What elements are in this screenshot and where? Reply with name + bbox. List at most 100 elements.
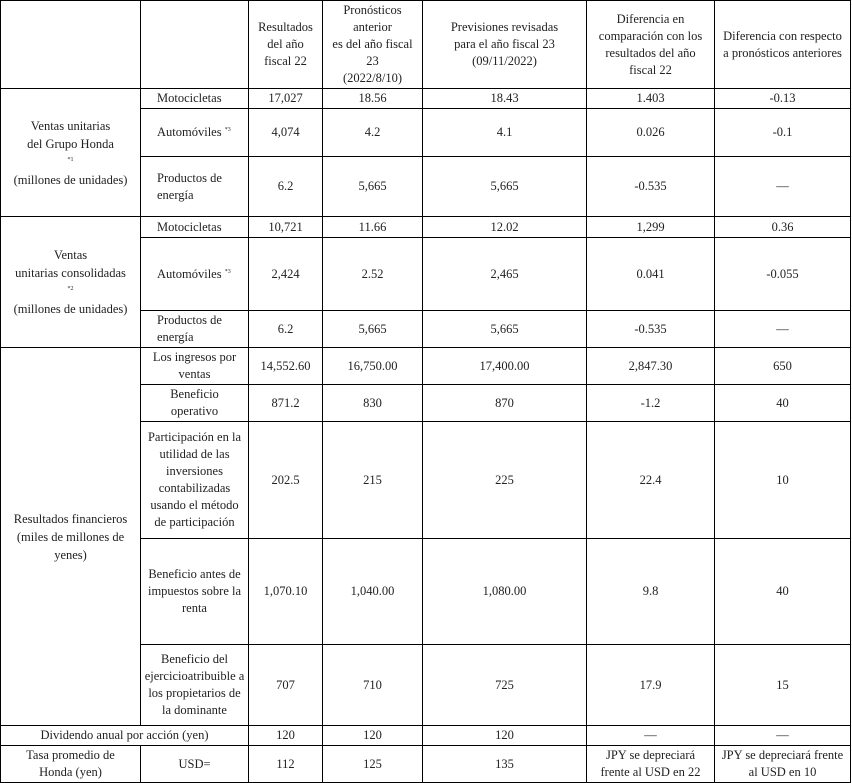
cell-value: 5,665 bbox=[322, 156, 423, 217]
cell-value: 2,465 bbox=[422, 237, 587, 311]
header-fy22-results: Resultados del año fiscal 22 bbox=[248, 0, 323, 89]
table-row: Participación en la utilidad de las invers… bbox=[1, 421, 851, 539]
cell-value: 710 bbox=[322, 644, 423, 726]
header-diff-vs-previous: Diferencia con respecto a pronósticos ant… bbox=[714, 0, 851, 89]
cell-value: 120 bbox=[322, 725, 423, 746]
cell-value: 17,400.00 bbox=[422, 347, 587, 385]
cell-value: 11.66 bbox=[322, 216, 423, 238]
fx-rate-label: Tasa promedio de Honda (yen) bbox=[0, 745, 141, 783]
cell-value: 10,721 bbox=[248, 216, 323, 238]
cell-value: 9.8 bbox=[586, 538, 715, 645]
row-label: Los ingresos por ventas bbox=[140, 347, 249, 385]
cell-value: 112 bbox=[248, 745, 323, 783]
cell-value: 125 bbox=[322, 745, 423, 783]
table-row: Productos de energía 6.2 5,665 5,665 -0.5… bbox=[1, 156, 851, 217]
row-label: Productos de energía bbox=[140, 156, 249, 217]
row-label: Productos de energía bbox=[140, 310, 249, 348]
fx-diff-vs-previous: JPY se depreciará frente al USD en 10 bbox=[714, 745, 851, 783]
cell-value: 6.2 bbox=[248, 156, 323, 217]
table-row: Ventas unitarias consolidadas *2 (millon… bbox=[0, 216, 851, 348]
footnote-marker: *3 bbox=[224, 126, 231, 133]
cell-value: 10 bbox=[714, 421, 851, 539]
cell-value: 650 bbox=[714, 347, 851, 385]
cell-value: -0.535 bbox=[586, 156, 715, 217]
footnote-marker: *3 bbox=[224, 268, 231, 275]
table-row: Beneficio antes de impuestos sobre la rent… bbox=[1, 538, 851, 645]
cell-value: 18.43 bbox=[422, 88, 587, 109]
table-row: Ventas unitarias del Grupo Honda *1 (mil… bbox=[0, 88, 851, 217]
row-label: Beneficio operativo bbox=[140, 384, 249, 422]
header-diff-vs-results: Diferencia en comparación con los resultad… bbox=[586, 0, 715, 89]
cell-value: — bbox=[714, 156, 851, 217]
footnote-marker: *1 bbox=[67, 156, 74, 163]
cell-value: 120 bbox=[248, 725, 323, 746]
cell-value: 135 bbox=[422, 745, 587, 783]
cell-value: — bbox=[714, 310, 851, 348]
cell-value: — bbox=[714, 725, 851, 746]
cell-value: -0.055 bbox=[714, 237, 851, 311]
cell-value: -0.13 bbox=[714, 88, 851, 109]
cell-value: 2.52 bbox=[322, 237, 423, 311]
table-row: Automóviles *3 2,424 2.52 2,465 0.041 -0… bbox=[1, 237, 851, 311]
table-row: Beneficio operativo 871.2 830 870 -1.2 40 bbox=[1, 384, 851, 422]
table-row: Tasa promedio de Honda (yen) USD= 112 125… bbox=[0, 745, 851, 783]
cell-value: -0.535 bbox=[586, 310, 715, 348]
cell-value: 18.56 bbox=[322, 88, 423, 109]
row-label: Automóviles *3 bbox=[140, 108, 249, 157]
consolidated-sales-label: Ventas unitarias consolidadas *2 (millon… bbox=[0, 216, 141, 348]
cell-value: 2,424 bbox=[248, 237, 323, 311]
cell-value: 4,074 bbox=[248, 108, 323, 157]
cell-value: 5,665 bbox=[422, 310, 587, 348]
cell-value: 1,040.00 bbox=[322, 538, 423, 645]
row-label: Automóviles *3 bbox=[140, 237, 249, 311]
fx-diff-vs-results: JPY se depreciará frente al USD en 22 bbox=[586, 745, 715, 783]
fx-currency: USD= bbox=[140, 745, 249, 783]
cell-value: 1,080.00 bbox=[422, 538, 587, 645]
cell-value: 17,027 bbox=[248, 88, 323, 109]
cell-value: 871.2 bbox=[248, 384, 323, 422]
cell-value: 725 bbox=[422, 644, 587, 726]
cell-value: 6.2 bbox=[248, 310, 323, 348]
table-row: Productos de energía 6.2 5,665 5,665 -0.5… bbox=[1, 310, 851, 348]
header-row: Resultados del año fiscal 22 Pronósticos a… bbox=[0, 0, 851, 89]
cell-value: 40 bbox=[714, 538, 851, 645]
cell-value: 5,665 bbox=[322, 310, 423, 348]
cell-value: 225 bbox=[422, 421, 587, 539]
row-label: Motocicletas bbox=[140, 88, 249, 109]
cell-value: -0.1 bbox=[714, 108, 851, 157]
cell-value: 4.1 bbox=[422, 108, 587, 157]
cell-value: 4.2 bbox=[322, 108, 423, 157]
header-revised-forecast: Previsiones revisadas para el año fiscal … bbox=[422, 0, 587, 89]
cell-value: 215 bbox=[322, 421, 423, 539]
cell-value: 870 bbox=[422, 384, 587, 422]
cell-value: 17.9 bbox=[586, 644, 715, 726]
row-label: Beneficio antes de impuestos sobre la rent… bbox=[140, 538, 249, 645]
header-empty-1 bbox=[0, 0, 141, 89]
cell-value: — bbox=[586, 725, 715, 746]
cell-value: 707 bbox=[248, 644, 323, 726]
cell-value: 2,847.30 bbox=[586, 347, 715, 385]
table-row: Automóviles *3 4,074 4.2 4.1 0.026 -0.1 bbox=[1, 108, 851, 157]
cell-value: 202.5 bbox=[248, 421, 323, 539]
dividend-label: Dividendo anual por acción (yen) bbox=[0, 725, 249, 746]
cell-value: 15 bbox=[714, 644, 851, 726]
cell-value: 22.4 bbox=[586, 421, 715, 539]
table-row: Resultados financieros (miles de millones… bbox=[0, 347, 851, 726]
cell-value: 40 bbox=[714, 384, 851, 422]
table-row: Beneficio del ejercicioatribuible a los pr… bbox=[1, 644, 851, 726]
cell-value: 12.02 bbox=[422, 216, 587, 238]
cell-value: 830 bbox=[322, 384, 423, 422]
cell-value: 0.041 bbox=[586, 237, 715, 311]
cell-value: 5,665 bbox=[422, 156, 587, 217]
cell-value: 0.026 bbox=[586, 108, 715, 157]
cell-value: 0.36 bbox=[714, 216, 851, 238]
table-row: Dividendo anual por acción (yen) 120 120… bbox=[0, 725, 851, 746]
cell-value: 1,299 bbox=[586, 216, 715, 238]
cell-value: 1,070.10 bbox=[248, 538, 323, 645]
cell-value: 120 bbox=[422, 725, 587, 746]
row-label: Motocicletas bbox=[140, 216, 249, 238]
footnote-marker: *2 bbox=[67, 285, 74, 292]
cell-value: 14,552.60 bbox=[248, 347, 323, 385]
header-empty-2 bbox=[140, 0, 249, 89]
